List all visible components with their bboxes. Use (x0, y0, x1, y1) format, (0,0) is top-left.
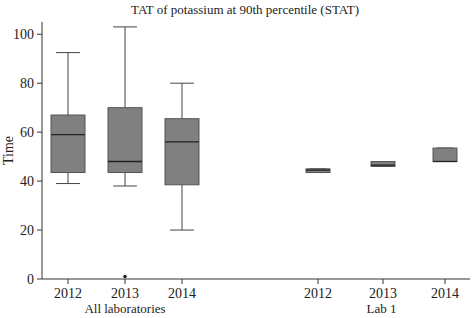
median (165, 141, 199, 142)
x-tick-label: 2013 (111, 286, 139, 301)
x-tick-label: 2012 (304, 286, 332, 301)
whisker-cap-lower (170, 230, 194, 231)
y-tick-label: 0 (27, 272, 34, 287)
group-label: All laboratories (84, 301, 165, 316)
x-tick-label: 2014 (168, 286, 196, 301)
whisker-lower (125, 173, 126, 186)
marks (51, 27, 457, 278)
whisker-upper (68, 53, 69, 115)
x-tick (445, 279, 446, 284)
whisker-upper (125, 27, 126, 108)
box (306, 169, 330, 173)
whisker-cap-upper (170, 83, 194, 84)
x-tick-label: 2014 (431, 286, 459, 301)
title: TAT of potassium at 90th percentile (STA… (131, 2, 359, 17)
x-tick (125, 279, 126, 284)
box (108, 108, 142, 173)
whisker-cap-lower (56, 183, 80, 184)
y-tick (37, 83, 42, 84)
whisker-cap-lower (113, 185, 137, 186)
x-tick-label: 2012 (54, 286, 82, 301)
x-tick (182, 279, 183, 284)
median (306, 169, 330, 170)
y-tick-label: 100 (13, 27, 34, 42)
box (371, 162, 395, 167)
y-tick (37, 132, 42, 133)
y-tick (37, 34, 42, 35)
y-tick-label: 80 (20, 76, 34, 91)
x-tick-label: 2013 (369, 286, 397, 301)
outlier (123, 275, 127, 279)
box (51, 115, 85, 173)
x-tick (318, 279, 319, 284)
whisker-upper (182, 83, 183, 118)
x-tick (68, 279, 69, 284)
median (371, 165, 395, 166)
whisker-cap-upper (113, 26, 137, 27)
median (433, 161, 457, 162)
y-tick (37, 279, 42, 280)
y-axis (42, 22, 43, 279)
x-axis (42, 279, 470, 280)
group-label: Lab 1 (367, 301, 397, 316)
whisker-cap-upper (56, 52, 80, 53)
median (108, 161, 142, 162)
x-tick (383, 279, 384, 284)
y-tick-label: 60 (20, 125, 34, 140)
y-axis-label: Time (1, 136, 16, 165)
box (165, 119, 199, 185)
whisker-lower (68, 173, 69, 184)
y-tick (37, 181, 42, 182)
box (433, 148, 457, 161)
whisker-lower (182, 185, 183, 230)
y-tick (37, 230, 42, 231)
chart: TAT of potassium at 90th percentile (STA… (0, 0, 474, 318)
y-tick-label: 40 (20, 174, 34, 189)
y-tick-label: 20 (20, 223, 34, 238)
median (51, 134, 85, 135)
